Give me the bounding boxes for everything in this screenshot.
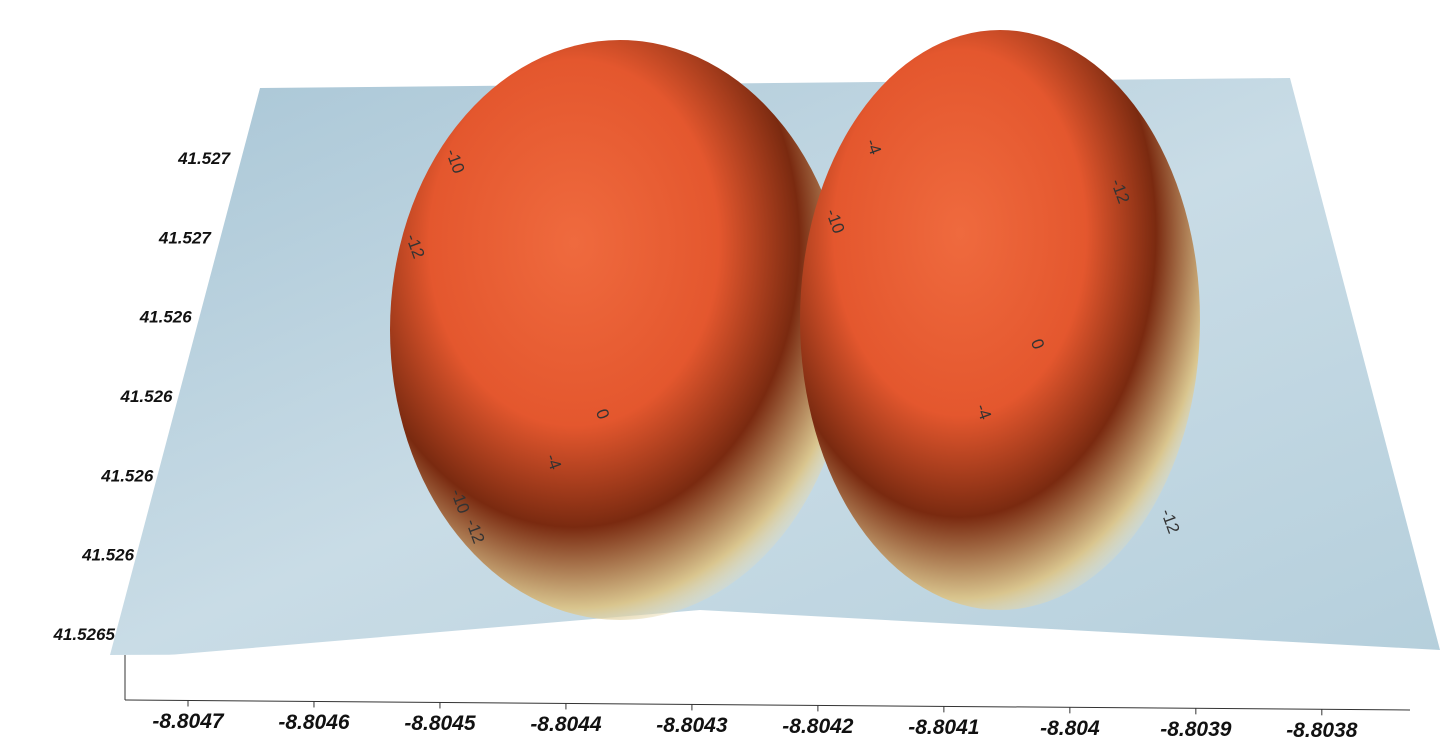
surface-peak: [800, 30, 1200, 610]
y-tick-label: 41.526: [120, 387, 174, 406]
x-tick-label: -8.8045: [404, 712, 476, 735]
x-tick-label: -8.8041: [908, 716, 979, 739]
x-tick-label: -8.8039: [1160, 718, 1232, 741]
x-tick-label: -8.804: [1040, 717, 1100, 740]
y-tick-label: 41.526: [139, 308, 193, 327]
y-tick-label: 41.526: [81, 546, 135, 565]
x-tick-label: -8.8042: [782, 715, 854, 738]
chart: -8.8047 -8.8046 -8.8045 -8.8044 -8.8043 -8.80…: [0, 0, 1441, 746]
x-tick-label: -8.8043: [656, 714, 728, 737]
surface-peak: [390, 40, 850, 620]
y-tick-label: 41.527: [177, 149, 232, 168]
axis-line: [125, 700, 1410, 710]
x-tick-label: -8.8038: [1286, 719, 1358, 742]
x-tick-label: -8.8046: [278, 711, 350, 734]
x-tick-label: -8.8044: [530, 713, 602, 736]
x-tick-label: -8.8047: [152, 710, 225, 733]
y-tick-label: 41.5265: [52, 625, 115, 644]
y-tick-label: 41.526: [100, 466, 154, 485]
y-tick-label: 41.527: [158, 228, 213, 247]
